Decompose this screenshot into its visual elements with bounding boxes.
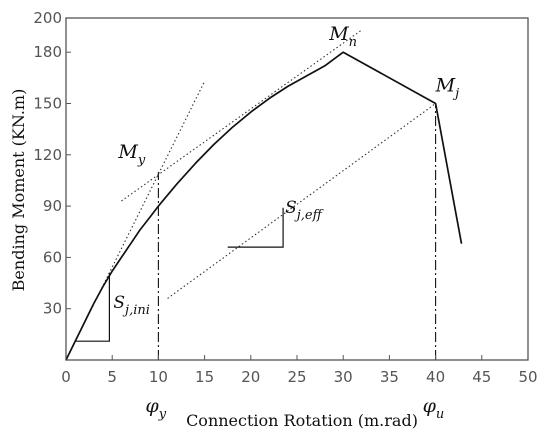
x-tick-label: 20 bbox=[241, 368, 260, 386]
y-axis-label: Bending Moment (KN.m) bbox=[9, 89, 28, 292]
x-tick-label: 5 bbox=[107, 368, 117, 386]
y-tick-labels: 30 60 90 120 150 180 200 bbox=[33, 9, 71, 318]
annotation-Mn: Mn bbox=[328, 23, 357, 50]
moment-rotation-curve bbox=[65, 51, 463, 361]
x-tick-label: 10 bbox=[149, 368, 168, 386]
annotation-Sjeff-main: S bbox=[285, 198, 297, 218]
annotation-phiu: φu bbox=[423, 395, 445, 422]
annotation-Sjeff: Sj,eff bbox=[285, 198, 325, 223]
x-tick-label: 40 bbox=[426, 368, 445, 386]
x-tick-label: 0 bbox=[61, 368, 71, 386]
stiffness-lines bbox=[65, 29, 436, 361]
y-tick-label: 150 bbox=[33, 95, 62, 113]
moment-rotation-curve-layer bbox=[65, 51, 463, 361]
x-axis-label: Connection Rotation (m.rad) bbox=[186, 411, 418, 430]
y-tick-label: 180 bbox=[33, 43, 62, 61]
annotation-Sjini-subscript: j,ini bbox=[122, 303, 150, 318]
annotation-phiy-subscript: y bbox=[158, 407, 167, 422]
annotation-Sjini-main: S bbox=[113, 293, 125, 313]
x-tick-label: 15 bbox=[195, 368, 214, 386]
reference-lines bbox=[157, 103, 437, 360]
initial-stiffness-triangle bbox=[75, 272, 111, 342]
annotation-phiy-main: φ bbox=[145, 395, 159, 417]
annotation-Sjeff-subscript: j,eff bbox=[294, 208, 325, 223]
y-tick-label: 200 bbox=[33, 9, 62, 27]
annotation-Mn-subscript: n bbox=[349, 35, 357, 50]
x-tick-labels: 0 5 10 15 20 25 30 35 40 45 50 bbox=[61, 355, 538, 386]
secant-line-through-yield-line bbox=[121, 29, 363, 202]
x-tick-label: 50 bbox=[518, 368, 537, 386]
effective-stiffness-triangle bbox=[227, 207, 284, 248]
y-tick-label: 30 bbox=[43, 300, 62, 318]
annotation-phiu-subscript: u bbox=[436, 407, 444, 422]
effective-stiffness-line-line bbox=[167, 103, 436, 299]
annotation-phiu-main: φ bbox=[423, 395, 437, 417]
annotation-Mj-subscript: j bbox=[452, 87, 459, 102]
x-tick-label: 45 bbox=[472, 368, 491, 386]
annotation-Mj: Mj bbox=[435, 75, 460, 102]
annotation-Mj-main: M bbox=[435, 75, 456, 97]
x-tick-label: 35 bbox=[380, 368, 399, 386]
y-tick-label: 90 bbox=[43, 197, 62, 215]
stiffness-triangles bbox=[75, 207, 284, 342]
y-tick-label: 60 bbox=[43, 248, 62, 266]
x-tick-label: 25 bbox=[287, 368, 306, 386]
annotation-My: My bbox=[117, 141, 145, 168]
x-tick-label: 30 bbox=[334, 368, 353, 386]
annotation-phiy: φy bbox=[145, 395, 166, 422]
annotation-Sjini: Sj,ini bbox=[113, 293, 150, 318]
y-tick-label: 120 bbox=[33, 146, 62, 164]
annotation-Mn-main: M bbox=[328, 23, 349, 45]
annotation-My-subscript: y bbox=[137, 153, 146, 168]
annotation-My-main: M bbox=[117, 141, 138, 163]
